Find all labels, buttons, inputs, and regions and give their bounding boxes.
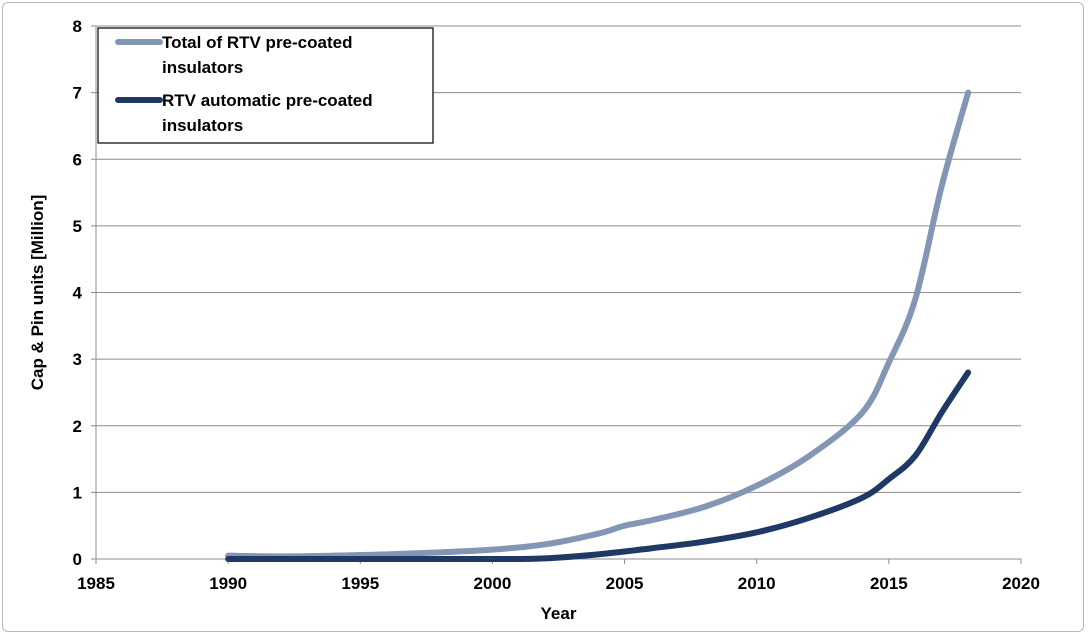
- legend-box: [97, 27, 434, 144]
- legend-label-2: RTV automatic pre-coated: [162, 91, 373, 110]
- legend: Total of RTV pre-coated insulators RTV aut…: [97, 27, 434, 144]
- x-tick-label: 2020: [1002, 574, 1040, 593]
- legend-label-1: insulators: [162, 58, 243, 77]
- y-tick-label: 3: [73, 350, 82, 369]
- series-lines: [225, 89, 972, 563]
- legend-label-1: Total of RTV pre-coated: [162, 33, 352, 52]
- x-tick-label: 2005: [606, 574, 644, 593]
- line-chart: 0 1 2 3 4 5 6 7 8 1985 1990 1995 2000 2005 2010 2015 20…: [28, 17, 1040, 623]
- y-axis-ticks: 0 1 2 3 4 5 6 7 8: [73, 17, 96, 569]
- x-tick-label: 1990: [209, 574, 247, 593]
- y-tick-label: 6: [73, 150, 82, 169]
- y-tick-label: 0: [73, 550, 82, 569]
- y-tick-label: 4: [73, 284, 83, 303]
- series-line-1: [225, 89, 972, 560]
- legend-label-2: insulators: [162, 116, 243, 135]
- x-tick-label: 1985: [77, 574, 115, 593]
- x-axis-ticks: 1985 1990 1995 2000 2005 2010 2015 2020: [77, 559, 1040, 593]
- y-tick-label: 2: [73, 417, 82, 436]
- y-tick-label: 1: [73, 483, 82, 502]
- x-tick-label: 2010: [738, 574, 776, 593]
- y-tick-label: 7: [73, 84, 82, 103]
- series-line-2: [225, 369, 972, 563]
- x-axis-title: Year: [541, 604, 577, 623]
- y-axis-title: Cap & Pin units [Million]: [28, 195, 47, 390]
- y-tick-label: 5: [73, 217, 82, 236]
- x-tick-label: 2000: [474, 574, 512, 593]
- x-tick-label: 1995: [341, 574, 379, 593]
- y-tick-label: 8: [73, 17, 82, 36]
- x-tick-label: 2015: [870, 574, 908, 593]
